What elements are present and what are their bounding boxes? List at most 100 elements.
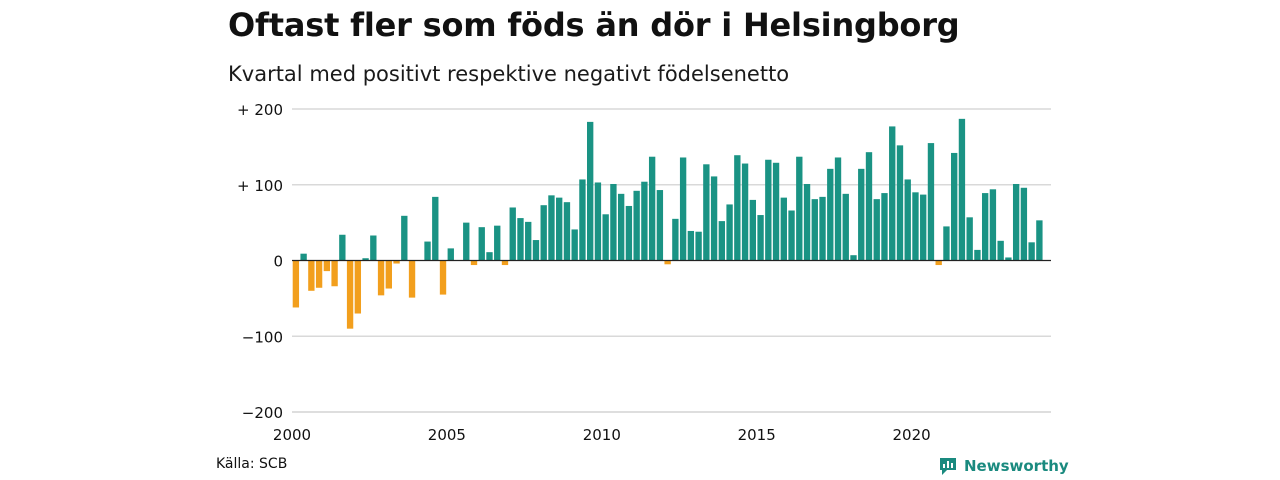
bar [803,183,811,261]
y-tick-label: + 200 [237,101,283,119]
bar [641,181,648,261]
bar [408,260,416,298]
source-note: Källa: SCB [216,456,288,472]
bar [292,260,300,308]
bar [935,260,942,266]
bar [587,121,594,261]
bar [726,204,733,261]
bar [904,179,911,261]
x-tick-label: 2010 [583,426,621,444]
bar [571,229,578,261]
x-tick-label: 2000 [273,426,311,444]
y-tick-label: 0 [273,253,283,271]
bar [974,249,981,261]
bar [1020,187,1028,261]
bar [873,199,880,261]
bar [927,143,935,261]
y-axis: + 200 + 100 0 −100 −200 [237,101,283,422]
bar [749,199,756,261]
bar [494,225,501,261]
bar [1036,220,1043,261]
bar [625,205,633,261]
bar [811,199,818,261]
bar [563,202,571,261]
bar [981,193,989,261]
bar [741,163,749,261]
bar [377,260,385,296]
bar [734,155,741,261]
bar [834,157,842,261]
bar [896,145,904,261]
bar [470,260,478,266]
bar [385,260,392,289]
bar [602,214,609,261]
bar [772,162,780,261]
bar [509,207,516,261]
bar [517,218,524,261]
y-tick-label: −200 [242,404,283,422]
bar [501,260,509,266]
bar [617,193,625,261]
bar [339,234,346,261]
bar [556,197,563,261]
bar [687,230,695,261]
newsworthy-logo-icon [940,458,956,475]
bar [525,221,532,261]
bar [331,260,338,287]
bar [858,168,865,261]
bar [656,190,664,261]
bar [432,196,439,261]
bar [579,179,586,261]
bar [780,197,787,261]
bar [1028,242,1035,261]
bar [796,156,803,261]
bar [463,222,470,261]
bar [424,241,431,261]
bar [989,189,997,261]
bar [393,260,400,264]
bar [540,205,547,261]
bar [958,118,966,261]
bar [548,195,555,261]
bar [672,218,679,261]
y-tick-label: −100 [242,328,283,346]
bar [1012,183,1020,261]
bar [710,176,718,261]
chart-subtitle: Kvartal med positivt respektive negativt… [228,62,790,86]
bar [920,194,927,261]
bar [703,164,710,261]
bar [401,215,408,261]
bar [695,231,702,261]
bar [997,240,1004,261]
bar [943,226,950,261]
bar [323,260,331,272]
brand-name: Newsworthy [964,457,1069,475]
bar [346,260,354,329]
bar [850,255,857,261]
bar [842,193,849,261]
bar [664,260,671,265]
x-tick-label: 2005 [428,426,466,444]
bar [718,221,726,261]
bar [951,152,958,261]
bar [827,168,834,261]
bar [912,192,919,261]
bar [633,190,640,261]
bar [765,159,772,261]
bars [292,118,1043,329]
bar [1005,257,1012,261]
bar [966,217,973,261]
bar [889,126,896,261]
bar [679,157,687,261]
bar [594,182,602,261]
bar [788,210,795,261]
chart-title: Oftast fler som föds än dör i Helsingbor… [228,6,960,44]
bar [486,252,493,261]
x-axis: 2000 2005 2010 2015 2020 [273,411,1051,444]
bar [315,260,323,288]
bar [819,196,826,261]
bar [648,156,656,261]
bar [532,240,540,261]
bar [362,258,369,261]
